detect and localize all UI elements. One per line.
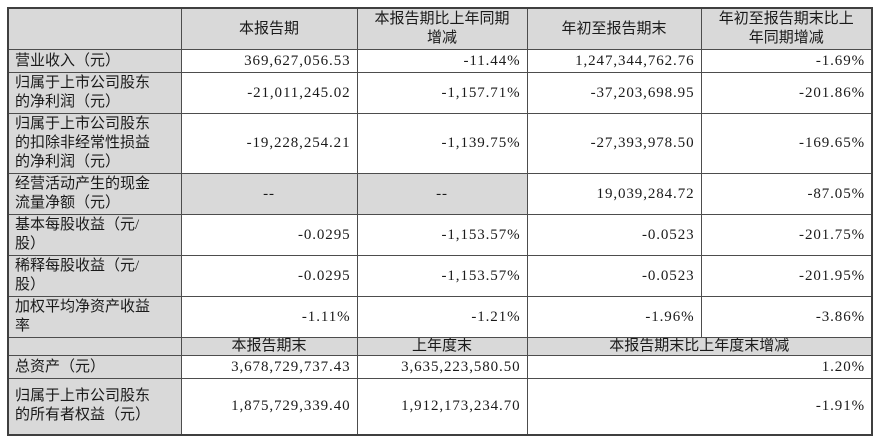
table-cell: -27,393,978.50 — [526, 113, 702, 174]
header-ytd: 年初至报告期末 — [526, 7, 702, 50]
table-cell: 1.20% — [526, 355, 873, 379]
table-cell: -1,153.57% — [356, 255, 528, 297]
table-cell: -1.69% — [700, 49, 873, 73]
row-label: 稀释每股收益（元/ 股） — [7, 255, 182, 297]
table-row-net-profit: 归属于上市公司股东 的净利润（元） -21,011,245.02 -1,157.… — [7, 72, 873, 114]
table-cell-na: -- — [356, 173, 528, 215]
table-cell: -1,153.57% — [356, 214, 528, 256]
table-cell: -21,011,245.02 — [180, 72, 358, 114]
table-cell: -0.0523 — [526, 255, 702, 297]
table-row-diluted-eps: 稀释每股收益（元/ 股） -0.0295 -1,153.57% -0.0523 … — [7, 255, 873, 297]
table-cell: -37,203,698.95 — [526, 72, 702, 114]
table-cell: -201.75% — [700, 214, 873, 256]
table-cell: -201.86% — [700, 72, 873, 114]
header-ytd-yoy-change: 年初至报告期末比上 年同期增减 — [700, 7, 873, 50]
table-row-operating-cash-flow: 经营活动产生的现金 流量净额（元） -- -- 19,039,284.72 -8… — [7, 173, 873, 215]
subheader-change-vs-prev-year-end: 本报告期末比上年度末增减 — [526, 337, 873, 356]
subheader-prev-year-end: 上年度末 — [356, 337, 528, 356]
table-cell: -1.96% — [526, 296, 702, 338]
row-label: 归属于上市公司股东 的净利润（元） — [7, 72, 182, 114]
table-cell: -1.21% — [356, 296, 528, 338]
table-row-total-assets: 总资产（元） 3,678,729,737.43 3,635,223,580.50… — [7, 355, 873, 379]
header-current-period: 本报告期 — [180, 7, 358, 50]
row-label: 加权平均净资产收益 率 — [7, 296, 182, 338]
subheader-row: 本报告期末 上年度末 本报告期末比上年度末增减 — [7, 337, 873, 356]
row-label: 营业收入（元） — [7, 49, 182, 73]
table-cell: 3,678,729,737.43 — [180, 355, 358, 379]
table-cell-na: -- — [180, 173, 358, 215]
table-cell: -1,139.75% — [356, 113, 528, 174]
table-cell: -1.11% — [180, 296, 358, 338]
row-label: 总资产（元） — [7, 355, 182, 379]
header-blank-cell — [7, 7, 182, 50]
table-cell: 19,039,284.72 — [526, 173, 702, 215]
table-cell: 1,247,344,762.76 — [526, 49, 702, 73]
table-cell: -19,228,254.21 — [180, 113, 358, 174]
table-cell: -0.0295 — [180, 255, 358, 297]
table-row-weighted-avg-roe: 加权平均净资产收益 率 -1.11% -1.21% -1.96% -3.86% — [7, 296, 873, 338]
table-row-basic-eps: 基本每股收益（元/ 股） -0.0295 -1,153.57% -0.0523 … — [7, 214, 873, 256]
table-cell: -87.05% — [700, 173, 873, 215]
table-cell: -0.0295 — [180, 214, 358, 256]
subheader-blank-cell — [7, 337, 182, 356]
table-cell: 369,627,056.53 — [180, 49, 358, 73]
row-label: 经营活动产生的现金 流量净额（元） — [7, 173, 182, 215]
table-row-revenue: 营业收入（元） 369,627,056.53 -11.44% 1,247,344… — [7, 49, 873, 73]
table-cell: -1,157.71% — [356, 72, 528, 114]
subheader-period-end: 本报告期末 — [180, 337, 358, 356]
table-cell: -3.86% — [700, 296, 873, 338]
table-cell: -169.65% — [700, 113, 873, 174]
row-label: 归属于上市公司股东 的扣除非经常性损益 的净利润（元） — [7, 113, 182, 174]
table-row-net-profit-excl-nonrecurring: 归属于上市公司股东 的扣除非经常性损益 的净利润（元） -19,228,254.… — [7, 113, 873, 174]
key-financials-table: 本报告期 本报告期比上年同期 增减 年初至报告期末 年初至报告期末比上 年同期增… — [7, 7, 873, 436]
table-cell: -11.44% — [356, 49, 528, 73]
table-cell: -1.91% — [526, 378, 873, 435]
row-label: 归属于上市公司股东 的所有者权益（元） — [7, 378, 182, 435]
table-cell: -0.0523 — [526, 214, 702, 256]
header-period-yoy-change: 本报告期比上年同期 增减 — [356, 7, 528, 50]
table-row-owners-equity: 归属于上市公司股东 的所有者权益（元） 1,875,729,339.40 1,9… — [7, 378, 873, 435]
row-label: 基本每股收益（元/ 股） — [7, 214, 182, 256]
table-cell: 1,912,173,234.70 — [356, 378, 528, 435]
header-row: 本报告期 本报告期比上年同期 增减 年初至报告期末 年初至报告期末比上 年同期增… — [7, 7, 873, 50]
table-cell: 1,875,729,339.40 — [180, 378, 358, 435]
table-cell: -201.95% — [700, 255, 873, 297]
table-cell: 3,635,223,580.50 — [356, 355, 528, 379]
